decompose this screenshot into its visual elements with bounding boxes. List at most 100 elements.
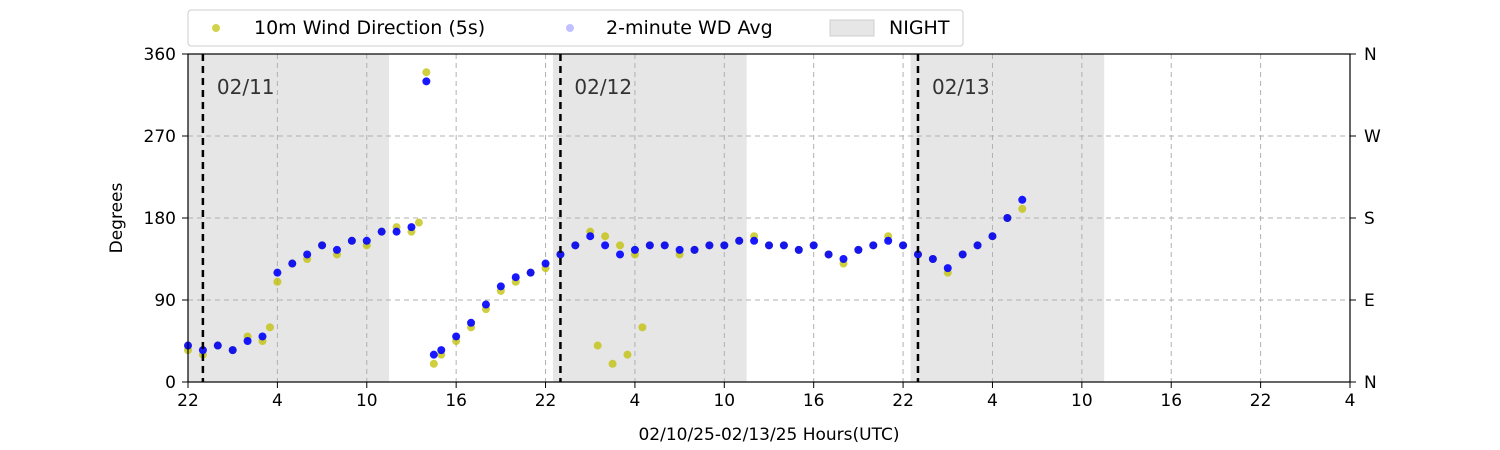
x-tick-label: 4 <box>987 391 998 411</box>
data-point-wind-direction <box>273 277 282 286</box>
data-point-two-minute-avg <box>958 250 967 259</box>
data-point-two-minute-avg <box>809 241 818 250</box>
data-point-two-minute-avg <box>429 350 438 359</box>
data-point-wind-direction <box>593 341 602 350</box>
data-point-two-minute-avg <box>452 332 461 341</box>
x-tick-label: 4 <box>630 391 641 411</box>
data-point-two-minute-avg <box>481 300 490 309</box>
data-point-two-minute-avg <box>705 241 714 250</box>
data-point-two-minute-avg <box>794 245 803 254</box>
data-point-two-minute-avg <box>437 346 446 355</box>
data-point-two-minute-avg <box>630 245 639 254</box>
x-axis-ticks: 22 4 10 16 22 4 10 16 22 4 10 16 22 4 <box>177 382 1355 411</box>
x-tick-label: 22 <box>535 391 557 411</box>
data-point-wind-direction <box>638 323 647 332</box>
data-point-two-minute-avg <box>765 241 773 250</box>
data-point-two-minute-avg <box>601 241 610 250</box>
y-right-tick-label: W <box>1364 127 1381 147</box>
data-point-two-minute-avg <box>690 245 699 254</box>
data-point-wind-direction <box>265 323 274 332</box>
legend-marker-two-minute-avg <box>566 24 574 32</box>
y-axis-right-ticks: N E S W N <box>1350 45 1381 393</box>
grid-layer <box>188 54 1350 382</box>
two-minute-avg-series <box>184 77 1027 359</box>
legend-marker-night <box>829 19 875 37</box>
x-tick-label: 16 <box>1160 391 1182 411</box>
data-point-two-minute-avg <box>943 264 952 273</box>
data-point-two-minute-avg <box>541 259 550 268</box>
data-point-wind-direction <box>429 359 438 368</box>
data-point-two-minute-avg <box>675 245 684 254</box>
y-right-tick-label: S <box>1364 209 1375 229</box>
data-point-two-minute-avg <box>824 250 833 259</box>
data-point-wind-direction <box>1018 204 1027 213</box>
x-tick-label: 10 <box>1071 391 1093 411</box>
x-tick-label: 22 <box>177 391 199 411</box>
legend-label-night: NIGHT <box>889 17 950 39</box>
y-left-tick-label: 180 <box>144 209 176 229</box>
data-point-wind-direction <box>601 232 610 241</box>
day-marker-label: 02/11 <box>217 75 275 99</box>
day-marker-label: 02/13 <box>932 75 990 99</box>
y-left-tick-label: 270 <box>144 127 176 147</box>
data-point-two-minute-avg <box>407 223 416 232</box>
data-point-two-minute-avg <box>198 346 207 355</box>
data-point-two-minute-avg <box>586 232 595 241</box>
legend-label-two-minute-avg: 2-minute WD Avg <box>606 17 773 39</box>
data-point-wind-direction <box>616 241 625 250</box>
data-point-wind-direction <box>414 218 423 227</box>
y-right-tick-label: N <box>1364 45 1377 65</box>
data-point-two-minute-avg <box>735 236 744 245</box>
data-point-two-minute-avg <box>422 77 431 86</box>
data-point-two-minute-avg <box>616 250 625 259</box>
data-point-two-minute-avg <box>496 282 505 291</box>
data-point-two-minute-avg <box>869 241 878 250</box>
data-point-two-minute-avg <box>303 250 312 259</box>
x-tick-label: 22 <box>892 391 914 411</box>
data-point-two-minute-avg <box>571 241 580 250</box>
data-point-two-minute-avg <box>511 273 520 282</box>
data-point-two-minute-avg <box>839 255 848 263</box>
data-point-wind-direction <box>623 350 632 359</box>
data-point-two-minute-avg <box>988 232 997 241</box>
y-left-tick-label: 360 <box>144 45 176 65</box>
y-right-tick-label: N <box>1364 373 1377 393</box>
y-right-tick-label: E <box>1364 291 1375 311</box>
data-point-two-minute-avg <box>213 341 222 350</box>
legend-frame <box>187 9 964 47</box>
data-point-two-minute-avg <box>362 236 371 245</box>
data-point-two-minute-avg <box>318 241 327 250</box>
legend-label-wind-direction: 10m Wind Direction (5s) <box>254 17 485 39</box>
data-point-two-minute-avg <box>392 227 401 236</box>
y-left-tick-label: 90 <box>154 291 176 311</box>
y-axis-title: Degrees <box>107 182 127 253</box>
data-point-two-minute-avg <box>973 241 982 250</box>
data-point-two-minute-avg <box>228 346 237 355</box>
x-tick-label: 4 <box>1345 391 1356 411</box>
x-tick-label: 10 <box>356 391 378 411</box>
data-point-wind-direction <box>608 359 617 368</box>
day-marker-layer: 02/11 02/12 02/13 <box>201 54 990 382</box>
data-point-two-minute-avg <box>288 259 297 268</box>
data-point-two-minute-avg <box>1018 195 1027 204</box>
data-point-two-minute-avg <box>779 241 788 250</box>
data-point-two-minute-avg <box>750 236 759 245</box>
data-point-two-minute-avg <box>526 268 535 277</box>
data-point-two-minute-avg <box>243 337 252 345</box>
data-point-two-minute-avg <box>556 250 565 259</box>
data-point-two-minute-avg <box>467 318 476 327</box>
y-left-tick-label: 0 <box>165 373 176 393</box>
data-point-wind-direction <box>422 68 431 77</box>
data-point-two-minute-avg <box>332 245 341 254</box>
data-point-two-minute-avg <box>1003 214 1012 222</box>
data-point-two-minute-avg <box>377 227 386 236</box>
data-point-two-minute-avg <box>660 241 669 250</box>
data-point-two-minute-avg <box>899 241 908 250</box>
day-marker-label: 02/12 <box>574 75 632 99</box>
x-tick-label: 22 <box>1250 391 1272 411</box>
legend-marker-wind-direction <box>212 24 220 32</box>
data-point-two-minute-avg <box>273 268 282 277</box>
x-tick-label: 10 <box>713 391 735 411</box>
x-tick-label: 16 <box>445 391 467 411</box>
